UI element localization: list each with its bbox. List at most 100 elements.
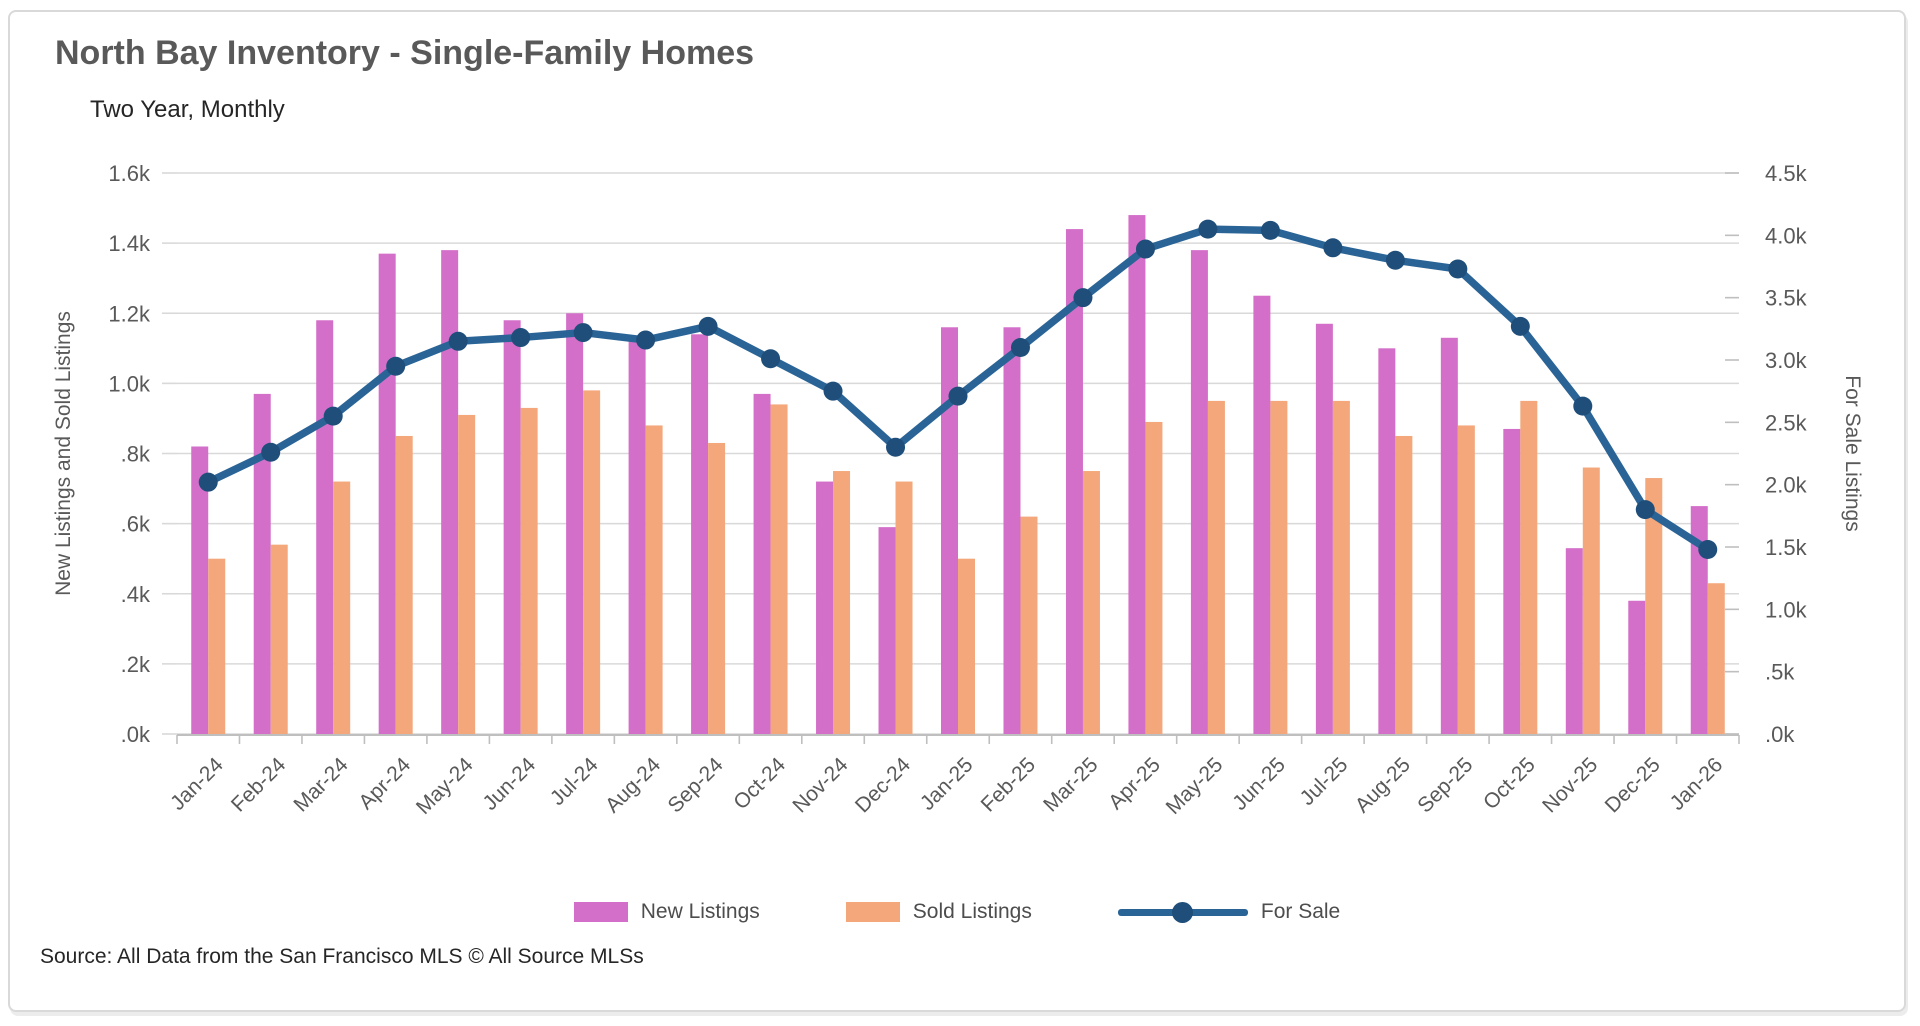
left-tick-label: .8k	[121, 442, 151, 467]
bar	[1207, 400, 1225, 734]
chart-plot: 1.6k 1.4k 1.2k 1.0k .8k .6k .4k .2k .0k 4.5k 4.0k 3…	[52, 161, 1864, 819]
x-tick-label: May-25	[1162, 753, 1228, 819]
line-marker	[948, 386, 968, 406]
left-tick-label: 1.2k	[108, 301, 151, 326]
right-tick-label: 3.5k	[1765, 286, 1808, 311]
for-sale-line-icon	[1117, 901, 1248, 923]
legend-label: Sold Listings	[912, 900, 1032, 923]
bar	[1253, 295, 1271, 734]
left-tick-label: .6k	[121, 512, 151, 537]
bar	[1270, 400, 1288, 734]
bar	[895, 481, 913, 734]
line-marker	[1198, 219, 1218, 239]
line-marker	[573, 323, 593, 343]
bar	[1645, 478, 1663, 734]
right-tick-label: 4.5k	[1765, 161, 1808, 186]
line-marker	[761, 349, 781, 369]
x-tick-label: Dec-25	[1601, 753, 1665, 817]
line-marker	[1698, 539, 1718, 559]
left-tick-label: .4k	[121, 582, 151, 607]
bar	[583, 390, 601, 734]
left-tick-label: 1.6k	[108, 161, 151, 186]
right-tick-label: 2.0k	[1765, 473, 1808, 498]
bar	[1582, 467, 1600, 734]
x-tick-label: Feb-24	[227, 753, 291, 817]
line-marker	[1010, 338, 1030, 358]
right-tick-label: 4.0k	[1765, 223, 1808, 248]
sold-listings-swatch-icon	[845, 902, 900, 922]
line-marker	[386, 356, 406, 376]
left-tick-label: 1.0k	[108, 371, 151, 396]
x-tick-label: Jan-26	[1666, 753, 1728, 815]
line-marker	[1573, 396, 1593, 416]
legend-item-for-sale: For Sale	[1117, 900, 1341, 924]
bar	[208, 558, 226, 734]
x-tick-label: Jun-25	[1228, 753, 1290, 815]
bar	[270, 544, 288, 734]
x-tick-label: Apr-24	[354, 753, 415, 814]
line-marker	[1448, 259, 1468, 279]
x-tick-label: Jun-24	[479, 753, 541, 815]
x-tick-label: Feb-25	[977, 753, 1040, 816]
bar	[1128, 215, 1146, 734]
x-tick-label: May-24	[412, 753, 478, 819]
bar	[1628, 600, 1646, 734]
legend-item-sold-listings: Sold Listings	[845, 900, 1032, 924]
bar	[941, 327, 958, 734]
line-marker	[1323, 238, 1343, 258]
x-tick-label: Sep-25	[1413, 753, 1477, 817]
x-tick-label: Mar-24	[289, 753, 353, 817]
x-tick-label: Mar-25	[1039, 753, 1102, 816]
bar	[691, 334, 709, 734]
left-tick-label: .0k	[121, 722, 151, 747]
line-marker	[636, 330, 656, 350]
right-tick-label: 3.0k	[1765, 348, 1808, 373]
bar	[770, 404, 788, 734]
x-tick-label: Sep-24	[663, 753, 727, 817]
legend-item-new-listings: New Listings	[573, 900, 760, 924]
line-marker	[698, 316, 718, 336]
bar	[816, 481, 834, 734]
line-marker	[1510, 316, 1530, 336]
source-note: Source: All Data from the San Francisco …	[40, 945, 644, 968]
left-axis: 1.6k 1.4k 1.2k 1.0k .8k .6k .4k .2k .0k	[108, 161, 177, 747]
bars-new-listings	[191, 215, 1708, 735]
x-tick-label: Apr-25	[1104, 753, 1165, 814]
legend-label: New Listings	[640, 900, 760, 923]
chart-title: North Bay Inventory - Single-Family Home…	[55, 34, 755, 72]
line-marker	[261, 442, 281, 462]
line-marker	[1260, 220, 1280, 240]
bar	[1440, 337, 1458, 734]
x-tick-label: Dec-24	[851, 753, 915, 817]
right-tick-label: 2.5k	[1765, 410, 1808, 435]
line-marker	[198, 472, 218, 492]
line-marker	[1073, 288, 1093, 308]
bar	[958, 558, 975, 734]
left-tick-label: .2k	[121, 652, 151, 677]
bar	[333, 481, 351, 734]
bar	[1457, 425, 1475, 734]
bar	[1503, 428, 1521, 734]
line-marker	[511, 328, 531, 348]
bar	[316, 320, 334, 734]
x-tick-label: Aug-24	[601, 753, 665, 817]
line-marker	[886, 437, 906, 457]
bars-sold-listings	[208, 390, 1725, 734]
chart-legend: New Listings Sold Listings For Sale	[10, 900, 1904, 924]
right-tick-label: 1.5k	[1765, 535, 1808, 560]
right-tick-label: .5k	[1765, 660, 1795, 685]
bar	[1707, 583, 1725, 734]
right-axis-title: For Sale Listings	[1841, 375, 1864, 531]
bar	[458, 414, 476, 734]
new-listings-swatch-icon	[573, 902, 628, 922]
line-marker	[1135, 239, 1155, 259]
legend-label: For Sale	[1260, 900, 1341, 923]
line-marker	[1635, 500, 1655, 520]
bar	[441, 250, 459, 734]
axis-titles: New Listings and Sold Listings For Sale L…	[52, 311, 1864, 596]
bar	[1065, 229, 1083, 734]
x-tick-label: Oct-25	[1479, 753, 1540, 814]
bar	[1020, 516, 1038, 734]
chart-card: 1.6k 1.4k 1.2k 1.0k .8k .6k .4k .2k .0k 4.5k 4.0k 3…	[8, 10, 1906, 1012]
bar	[1520, 400, 1538, 734]
